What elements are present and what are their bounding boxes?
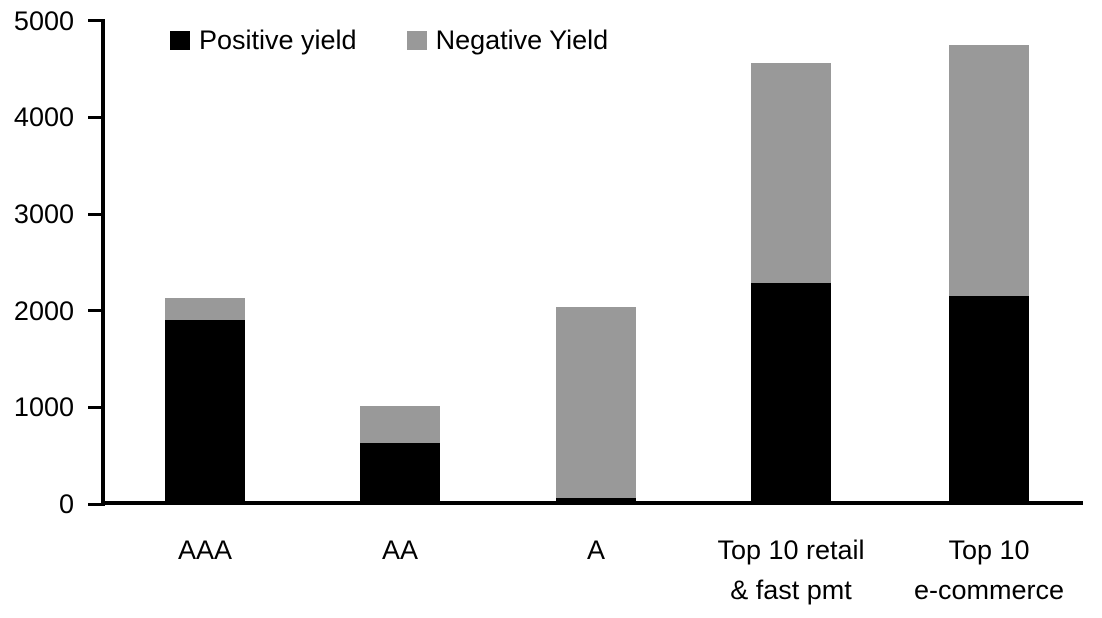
x-axis-label-top-10-retail-fast-pmt: Top 10 retail & fast pmt [717,535,865,605]
bar-segment-negative-yield-aa [360,406,440,444]
y-axis-tick-4000 [88,115,105,119]
bar-segment-positive-yield-aaa [165,320,245,503]
x-axis-label-a: A [586,535,605,565]
bar-segment-negative-yield-a [556,306,636,499]
legend-label-positive-yield: Positive yield [199,25,357,55]
bar-segment-negative-yield-top-10-e-commerce [949,44,1029,297]
y-axis-tick-3000 [88,212,105,216]
bar-stack-aaa [165,298,245,503]
y-axis-tick-label-1000: 1000 [13,392,74,423]
y-axis-tick-0 [88,502,105,506]
legend-label-negative-yield: Negative Yield [435,25,609,55]
y-axis-tick-label-5000: 5000 [13,5,74,36]
bar-stack-top-10-retail-fast-pmt [751,63,831,503]
bar-stack-aa [360,406,440,503]
bar-segment-negative-yield-top-10-retail-fast-pmt [751,63,831,283]
bar-segment-positive-yield-top-10-retail-fast-pmt [751,282,831,503]
y-axis-tick-label-4000: 4000 [13,102,74,133]
y-axis-tick-2000 [88,309,105,313]
y-axis-tick-5000 [88,19,105,23]
legend-item-negative-yield: Negative Yield [406,25,609,56]
legend: Positive yield Negative Yield [170,25,608,56]
y-axis-tick-1000 [88,405,105,409]
bar-segment-positive-yield-a [556,498,636,503]
legend-swatch-positive-yield [170,31,190,50]
legend-item-positive-yield: Positive yield [170,25,357,56]
x-axis-label-aa: AA [381,535,419,565]
bar-segment-negative-yield-aaa [165,298,245,321]
y-axis-tick-label-2000: 2000 [13,295,74,326]
bar-segment-positive-yield-top-10-e-commerce [949,296,1029,503]
y-axis-line [101,20,105,505]
y-axis-tick-label-3000: 3000 [13,199,74,230]
bar-stack-top-10-e-commerce [949,44,1029,503]
x-axis-line [101,501,1083,505]
bar-segment-positive-yield-aa [360,443,440,503]
legend-swatch-negative-yield [406,31,427,50]
y-axis-tick-label-0: 0 [58,489,74,519]
x-axis-label-top-10-e-commerce: Top 10 e-commerce [913,535,1065,605]
bar-stack-a [556,306,636,503]
x-axis-label-aaa: AAA [177,535,233,565]
